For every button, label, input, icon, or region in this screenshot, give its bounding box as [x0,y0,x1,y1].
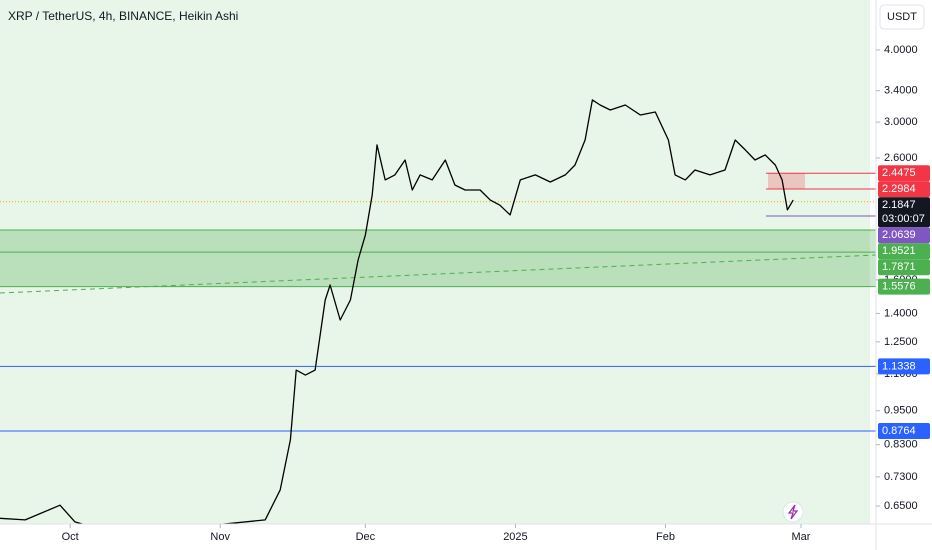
x-tick-label: Mar [792,531,811,543]
price-series [0,99,794,524]
plot-background [0,0,870,524]
zone [768,173,805,189]
price-label: 1.5576 [882,281,916,293]
price-label-box [878,259,930,276]
chart-title: XRP / TetherUS, 4h, BINANCE, Heikin Ashi [8,9,238,23]
price-label-box [878,278,930,295]
x-tick-label: Dec [356,531,376,543]
price-label: 1.1338 [882,360,916,372]
y-tick-label: 3.4000 [884,85,918,97]
price-label-box [878,243,930,260]
currency-box[interactable] [879,4,925,30]
x-tick-label: Oct [62,531,79,543]
price-label-box [878,165,930,182]
x-tick-label: 2025 [503,531,527,543]
price-label-box [878,181,930,198]
y-tick-label: 2.6000 [884,152,918,164]
zone [0,229,876,287]
price-label: 2.2984 [882,183,916,195]
y-tick-label: 1.4000 [884,307,918,319]
y-tick-label: 0.9500 [884,405,918,417]
price-label-box [878,197,930,228]
y-axis-label: USDT [887,11,917,23]
price-labels: 2.4475 2.2984 2.1847 03:00:07 2.0639 1.9521 1.… [878,165,930,439]
series [0,99,794,524]
countdown: 03:00:07 [882,213,925,225]
price-label-box [878,227,930,244]
y-tick-label: 4.0000 [884,44,918,56]
y-tick-label: 0.8300 [884,439,918,451]
y-tick-label: 0.7300 [884,471,918,483]
price-label: 1.9521 [882,245,916,257]
y-tick-label: 0.6500 [884,500,918,512]
price-label-box [878,358,930,375]
price-lines [0,172,876,432]
time-axis [0,524,876,550]
zones [0,173,876,287]
price-label: 2.4475 [882,167,916,179]
y-tick-label: 1.2500 [884,336,918,348]
x-tick-label: Feb [656,531,675,543]
price-label: 1.7871 [882,261,916,273]
alert-icon[interactable] [782,501,804,523]
x-tick-label: Nov [210,531,230,543]
alert-icon-bolt [787,504,799,520]
y-tick-label: 3.0000 [884,116,918,128]
price-label: 2.0639 [882,229,916,241]
price-label: 0.8764 [882,425,916,437]
price-label-box [878,422,930,439]
price-label: 2.1847 [882,199,916,211]
